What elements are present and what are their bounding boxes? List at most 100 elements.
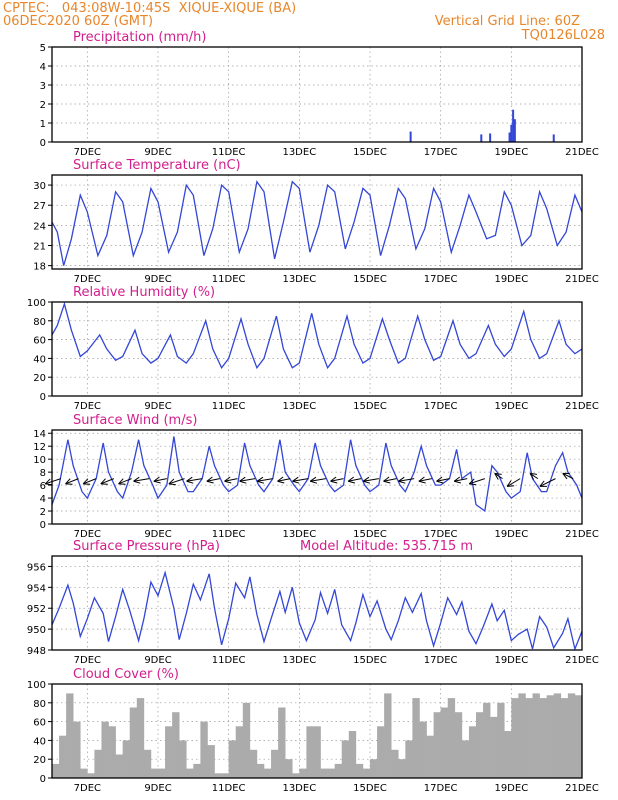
cloud-cover-bar xyxy=(115,754,123,778)
y-tick-label: 8 xyxy=(40,468,46,479)
y-tick-label: 1 xyxy=(40,119,46,130)
wind-vector-arrow xyxy=(186,476,203,484)
cloud-cover-bar xyxy=(532,693,540,778)
cloud-cover-bar xyxy=(94,749,102,778)
panel-title: Cloud Cover (%) xyxy=(73,667,179,682)
y-tick-label: 0 xyxy=(40,392,46,403)
wind-vector-arrow xyxy=(168,478,185,486)
x-tick-label: 19DEC xyxy=(494,529,528,540)
x-tick-label: 21DEC xyxy=(565,401,599,412)
y-tick-label: 4 xyxy=(40,62,46,73)
y-tick-label: 952 xyxy=(27,604,46,615)
cloud-cover-bar xyxy=(412,698,420,778)
cloud-cover-bar xyxy=(348,731,357,778)
x-tick-label: 13DEC xyxy=(282,529,316,540)
cloud-cover-bar xyxy=(200,721,208,778)
x-tick-label: 19DEC xyxy=(494,783,528,794)
wind-vector-arrow xyxy=(453,476,468,484)
precipitation-bar xyxy=(512,109,515,142)
cloud-cover-bar xyxy=(511,698,519,778)
x-tick-label: 7DEC xyxy=(74,655,101,666)
x-tick-label: 21DEC xyxy=(565,783,599,794)
wind-vector-arrow xyxy=(292,476,309,484)
y-tick-label: 0 xyxy=(40,774,46,785)
cloud-cover-bar xyxy=(504,731,512,778)
cloud-cover-bar xyxy=(59,735,67,778)
cloud-cover-bar xyxy=(228,740,237,778)
y-tick-label: 3 xyxy=(40,81,46,92)
panel-wind: Surface Wind (m/s) 7DEC 9DEC 11DEC 13DEC 15DE… xyxy=(33,413,599,540)
cloud-cover-bar xyxy=(518,693,526,778)
x-tick-label: 11DEC xyxy=(212,783,246,794)
cloud-cover-bar xyxy=(150,768,159,778)
x-tick-label: 19DEC xyxy=(494,401,528,412)
panel-pressure: Surface Pressure (hPa) Model Altitude: 53… xyxy=(27,539,599,666)
y-tick-label: 956 xyxy=(27,562,46,573)
model-altitude-label: Model Altitude: 535.715 m xyxy=(300,539,473,554)
cloud-cover-bar xyxy=(80,768,88,778)
y-tick-label: 21 xyxy=(33,242,46,253)
wind-vector-arrow xyxy=(256,476,273,484)
x-tick-label: 17DEC xyxy=(424,147,458,158)
x-tick-label: 21DEC xyxy=(565,655,599,666)
y-tick-label: 14 xyxy=(33,429,46,440)
header-grid-line: Vertical Grid Line: 60Z xyxy=(435,14,580,29)
cloud-cover-bar xyxy=(165,726,173,778)
cloud-cover-bar xyxy=(391,749,399,778)
y-tick-label: 6 xyxy=(40,481,46,492)
cloud-cover-bar xyxy=(235,726,244,778)
wind-vector-arrow xyxy=(65,478,79,485)
y-tick-label: 18 xyxy=(33,262,46,273)
cloud-cover-bar xyxy=(143,749,152,778)
header-model-id: TQ0126L028 xyxy=(521,28,605,43)
cloud-cover-bar xyxy=(179,740,187,778)
cloud-cover-bar xyxy=(122,740,131,778)
wind-vector-arrow xyxy=(436,476,450,484)
x-tick-label: 11DEC xyxy=(212,529,246,540)
cloud-cover-bar xyxy=(483,702,491,778)
plot-frame xyxy=(51,683,583,779)
cloud-cover-bar xyxy=(440,707,449,778)
y-tick-label: 24 xyxy=(33,221,46,232)
wind-vector-arrow xyxy=(100,478,115,485)
wind-vector-arrow xyxy=(330,476,344,484)
cloud-cover-bar xyxy=(87,773,95,778)
wind-vector-arrow xyxy=(506,478,521,487)
x-tick-label: 7DEC xyxy=(74,274,101,285)
cloud-cover-bar xyxy=(313,726,321,778)
cloud-cover-bar xyxy=(193,763,201,778)
panel-precipitation: Precipitation (mm/h)7DEC 9DEC 11DEC 13DEC 15… xyxy=(40,30,599,158)
cloud-cover-bar xyxy=(405,740,413,778)
y-tick-label: 2 xyxy=(40,507,46,518)
precipitation-bar xyxy=(489,133,492,142)
wind-vector-arrow xyxy=(224,476,238,484)
precipitation-bar xyxy=(510,124,513,142)
cloud-cover-bar xyxy=(355,763,364,778)
precipitation-bar xyxy=(513,119,516,142)
wind-vector-arrow xyxy=(133,476,150,484)
y-tick-label: 80 xyxy=(33,317,46,328)
y-tick-label: 954 xyxy=(27,583,46,594)
cloud-cover-bar xyxy=(278,707,286,778)
x-tick-label: 19DEC xyxy=(494,655,528,666)
cloud-cover-bar xyxy=(172,712,180,778)
x-tick-label: 9DEC xyxy=(144,655,171,666)
x-tick-label: 7DEC xyxy=(74,783,101,794)
x-tick-label: 15DEC xyxy=(353,274,387,285)
x-tick-label: 15DEC xyxy=(353,401,387,412)
y-tick-label: 40 xyxy=(33,736,46,747)
precipitation-bar xyxy=(409,131,412,142)
cloud-cover-bar xyxy=(398,759,406,778)
x-tick-label: 17DEC xyxy=(424,401,458,412)
x-tick-label: 15DEC xyxy=(353,529,387,540)
x-tick-label: 17DEC xyxy=(424,274,458,285)
panels: Precipitation (mm/h)7DEC 9DEC 11DEC 13DEC 15… xyxy=(27,30,599,794)
y-tick-label: 60 xyxy=(33,718,46,729)
panel-cloud-cover: Cloud Cover (%) 7DEC 9DEC 11DEC 13DEC 15DEC 17… xyxy=(27,667,599,794)
y-tick-label: 4 xyxy=(40,494,46,505)
cloud-cover-bar xyxy=(320,768,328,778)
header-station: CPTEC: 043:08W-10:45S XIQUE-XIQUE (BA) xyxy=(3,1,296,16)
cloud-cover-bar xyxy=(574,695,583,778)
x-tick-label: 9DEC xyxy=(144,147,171,158)
cloud-cover-bar xyxy=(426,735,434,778)
